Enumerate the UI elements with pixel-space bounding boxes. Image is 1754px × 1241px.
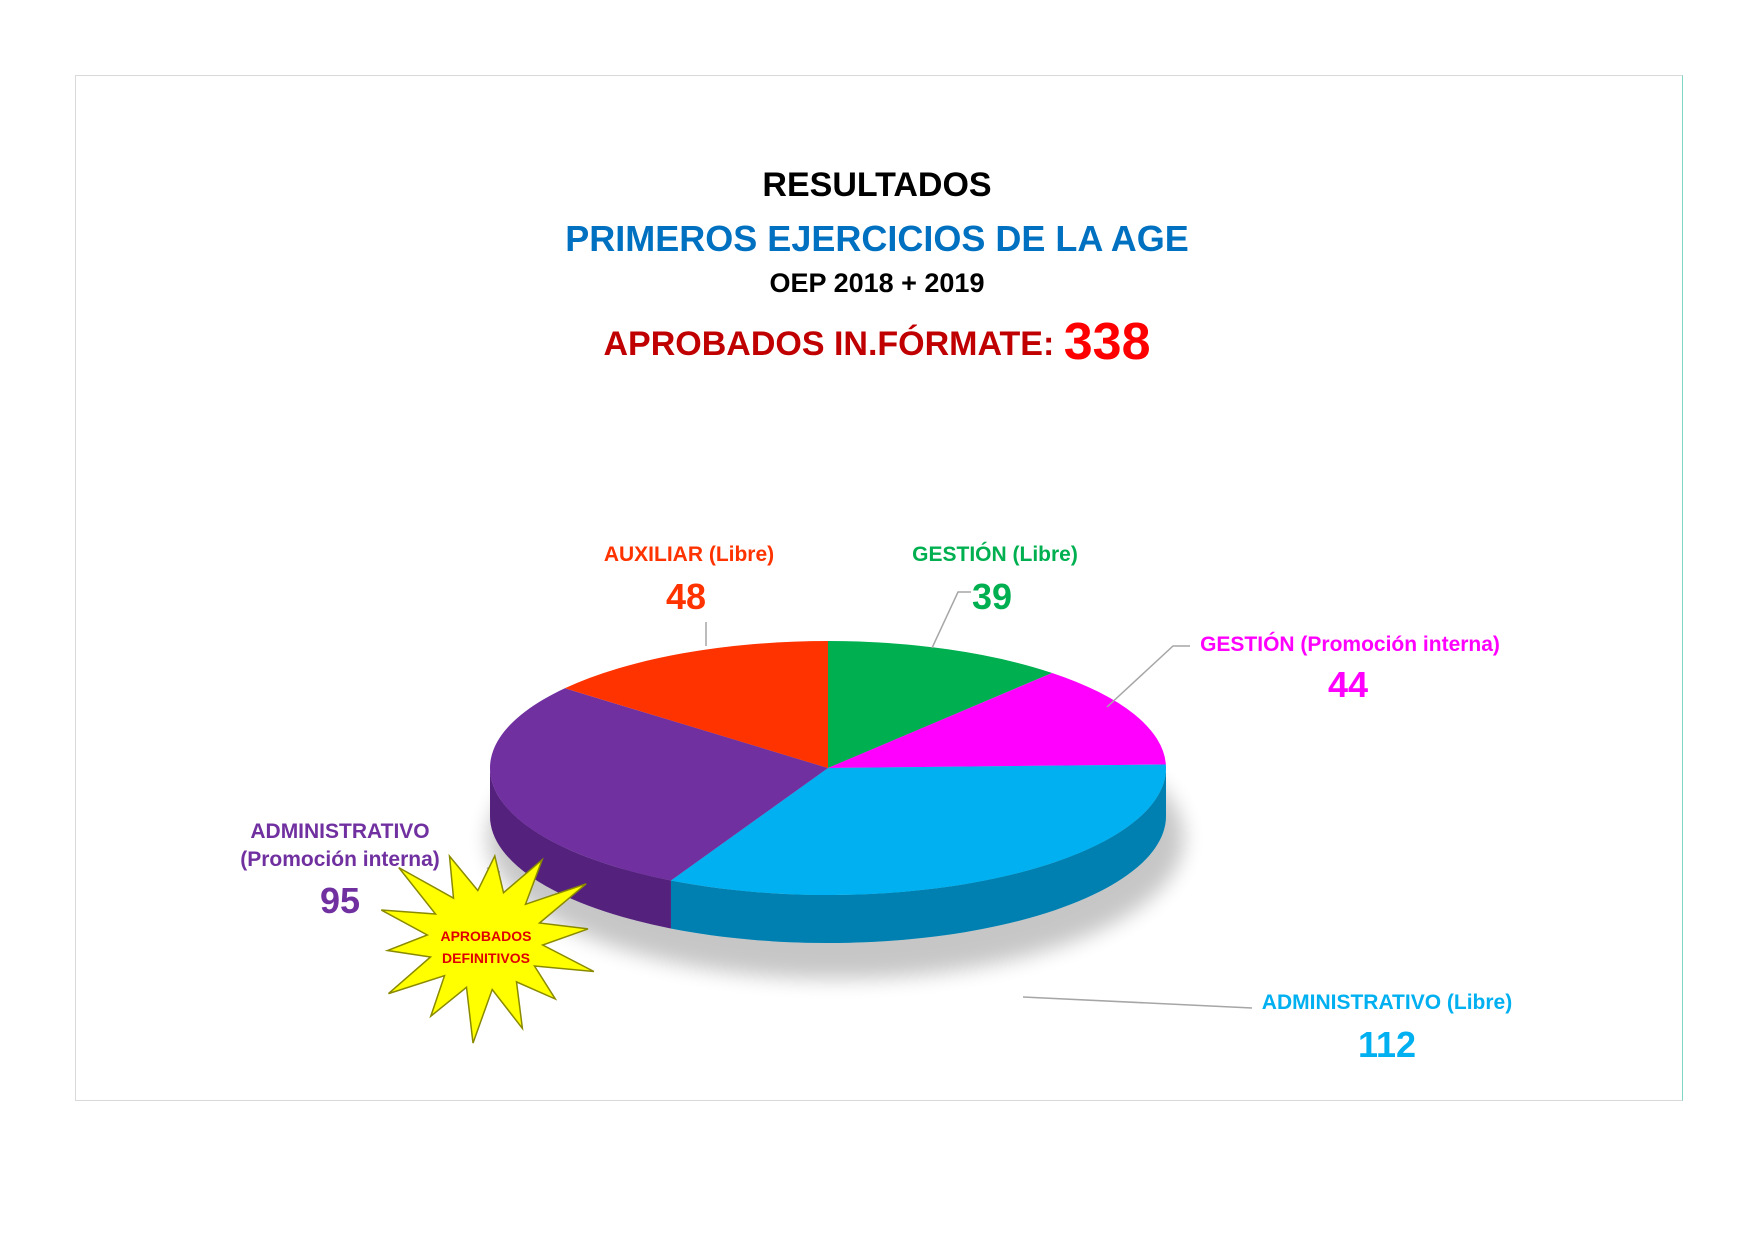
slice-value-gestion-promocion: 44 xyxy=(1328,664,1368,705)
slice-side-shade-administrativo-promocion xyxy=(490,768,671,929)
slice-label-administrativo-libre: ADMINISTRATIVO (Libre) xyxy=(1262,991,1512,1014)
total-value: 338 xyxy=(1063,313,1151,371)
slice-label-administrativo-promocion-line1: ADMINISTRATIVO xyxy=(250,820,429,843)
badge-line2: DEFINITIVOS xyxy=(442,950,530,966)
total-line: APROBADOS IN.FÓRMATE: 338 xyxy=(0,312,1754,372)
slice-top-administrativo-promocion xyxy=(489,688,828,881)
chart-title: RESULTADOS xyxy=(762,166,992,204)
total-label: APROBADOS IN.FÓRMATE: xyxy=(603,325,1055,363)
slice-value-gestion-libre: 39 xyxy=(972,576,1012,617)
slice-label-administrativo-promocion-line2: (Promoción interna) xyxy=(240,848,440,871)
slice-top-administrativo-libre xyxy=(670,764,1166,895)
leader-administrativo-libre xyxy=(1022,996,1253,1009)
slice-label-gestion-libre: GESTIÓN (Libre) xyxy=(912,542,1078,566)
leader-lines xyxy=(486,591,1253,1009)
chart-frame xyxy=(75,75,1683,1101)
pie-sides xyxy=(490,768,1166,943)
slice-value-administrativo-libre: 112 xyxy=(1358,1024,1416,1065)
slice-label-gestion-promocion: GESTIÓN (Promoción interna) xyxy=(1200,632,1500,656)
leader-gestion-libre xyxy=(931,591,971,649)
badge-line1: APROBADOS xyxy=(440,928,531,944)
slice-top-gestion-libre xyxy=(828,641,1053,768)
slice-top-auxiliar-libre xyxy=(564,641,828,768)
pie-tops xyxy=(489,641,1166,895)
slice-label-auxiliar-libre: AUXILIAR (Libre) xyxy=(604,543,774,566)
leader-gestion-promocion xyxy=(1106,645,1190,708)
chart-subtitle: PRIMEROS EJERCICIOS DE LA AGE xyxy=(565,218,1189,259)
slice-top-gestion-promocion xyxy=(828,672,1166,768)
aprobados-definitivos-badge: APROBADOS DEFINITIVOS xyxy=(380,853,595,1044)
chart-period: OEP 2018 + 2019 xyxy=(769,268,985,298)
slice-value-auxiliar-libre: 48 xyxy=(666,576,706,617)
slice-side-shade-administrativo-libre xyxy=(670,768,1166,943)
starburst-shape xyxy=(380,853,595,1044)
slice-value-administrativo-promocion: 95 xyxy=(320,880,360,921)
